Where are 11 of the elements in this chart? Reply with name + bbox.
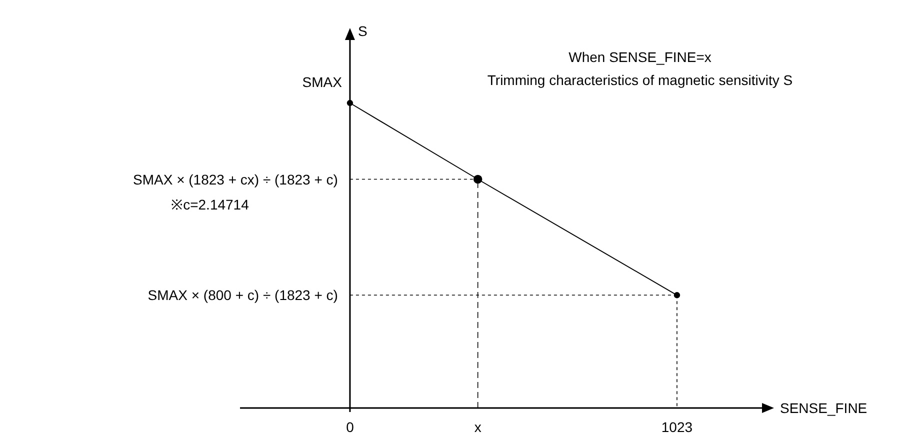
x-tick-label: 0: [346, 418, 354, 435]
x-tick-label: x: [474, 418, 482, 435]
y-axis-title: S: [358, 23, 368, 39]
annotation: SMAX × (800 + c) ÷ (1823 + c): [148, 287, 338, 304]
chart-title: When SENSE_FINE=x: [568, 49, 712, 65]
x-axis-title: SENSE_FINE: [780, 400, 868, 416]
annotation: ※c=2.14714: [171, 196, 250, 212]
x-tick-label: 1023: [661, 418, 693, 435]
annotation: SMAX × (1823 + cx) ÷ (1823 + c): [133, 171, 338, 188]
text: SMAX: [302, 74, 343, 90]
chart-subtitle: Trimming characteristics of magnetic sensitivity S: [487, 72, 793, 88]
